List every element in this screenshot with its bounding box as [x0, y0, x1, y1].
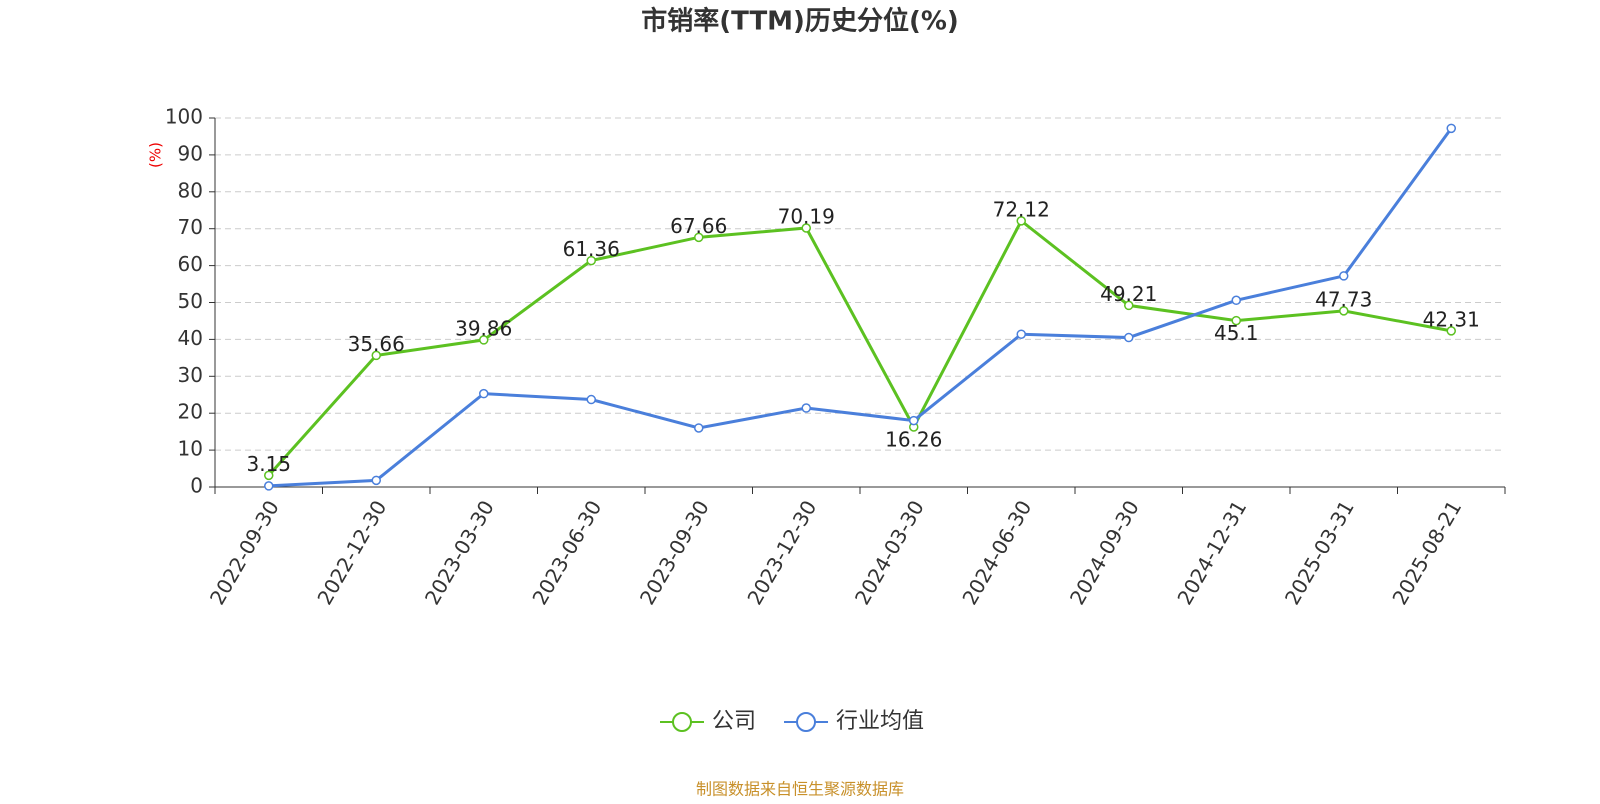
- x-tick-label: 2025-03-31: [1280, 496, 1359, 609]
- y-tick-label: 70: [178, 215, 203, 239]
- x-tick-label: 2024-03-30: [850, 496, 929, 609]
- data-point: [801, 403, 811, 413]
- data-point: [1124, 332, 1134, 343]
- chart-title: 市销率(TTM)历史分位(%): [641, 6, 959, 37]
- y-axis-label: (%): [147, 142, 165, 168]
- y-tick-label: 60: [178, 252, 203, 276]
- data-point: [801, 223, 811, 233]
- data-label: 39.86: [455, 316, 512, 340]
- legend-marker: [672, 712, 692, 732]
- data-point: [1016, 329, 1026, 339]
- legend-label: 公司: [712, 709, 756, 734]
- x-tick-label: 2022-09-30: [205, 496, 284, 609]
- data-point: [1446, 123, 1456, 134]
- source-note: 制图数据来自恒生聚源数据库: [696, 780, 904, 799]
- data-point: [1339, 306, 1349, 316]
- y-tick-label: 90: [178, 141, 203, 165]
- data-point: [371, 350, 381, 361]
- legend-marker: [796, 712, 817, 732]
- data-label: 42.31: [1423, 307, 1480, 331]
- series-line: [268, 127, 1453, 488]
- legend-label: 行业均值: [836, 709, 924, 734]
- x-tick-label: 2022-12-30: [312, 496, 391, 609]
- data-label: 70.19: [778, 204, 835, 228]
- data-label: 35.66: [348, 332, 405, 356]
- data-point: [586, 394, 596, 405]
- data-point: [479, 388, 489, 399]
- data-point: [694, 423, 704, 433]
- y-tick-label: 30: [178, 363, 203, 387]
- x-tick-label: 2023-09-30: [635, 496, 714, 609]
- x-tick-label: 2023-12-30: [742, 496, 821, 609]
- series-line: [267, 218, 1452, 477]
- x-tick-label: 2023-06-30: [527, 496, 606, 609]
- data-point: [264, 481, 274, 491]
- data-point: [1016, 216, 1026, 226]
- data-label: 72.12: [993, 197, 1050, 221]
- x-tick-label: 2024-06-30: [957, 496, 1036, 609]
- data-point: [479, 335, 489, 345]
- data-label: 3.15: [246, 452, 291, 476]
- data-point: [1446, 326, 1456, 336]
- data-label: 45.1: [1214, 321, 1259, 345]
- data-label: 16.26: [885, 428, 942, 452]
- data-label: 49.21: [1100, 282, 1157, 306]
- data-label: 61.36: [563, 237, 620, 261]
- x-tick-label: 2024-09-30: [1065, 496, 1144, 609]
- data-point: [694, 232, 704, 243]
- data-point: [586, 255, 596, 266]
- y-tick-label: 100: [165, 105, 203, 129]
- y-tick-label: 10: [178, 437, 203, 461]
- x-tick-label: 2025-08-21: [1387, 496, 1466, 609]
- y-tick-label: 0: [190, 474, 203, 498]
- y-tick-label: 20: [178, 400, 203, 424]
- data-point: [1339, 271, 1349, 281]
- data-label: 47.73: [1315, 287, 1372, 311]
- data-point: [264, 470, 274, 481]
- data-label: 67.66: [670, 214, 727, 238]
- y-tick-label: 50: [178, 289, 203, 313]
- data-point: [371, 475, 381, 486]
- data-point: [1124, 300, 1134, 311]
- data-point: [1231, 315, 1241, 326]
- x-tick-label: 2023-03-30: [420, 496, 499, 609]
- data-point: [909, 415, 919, 426]
- x-tick-label: 2024-12-31: [1172, 496, 1251, 609]
- data-point: [1231, 295, 1241, 306]
- y-tick-label: 80: [178, 178, 203, 202]
- y-tick-label: 40: [178, 326, 203, 350]
